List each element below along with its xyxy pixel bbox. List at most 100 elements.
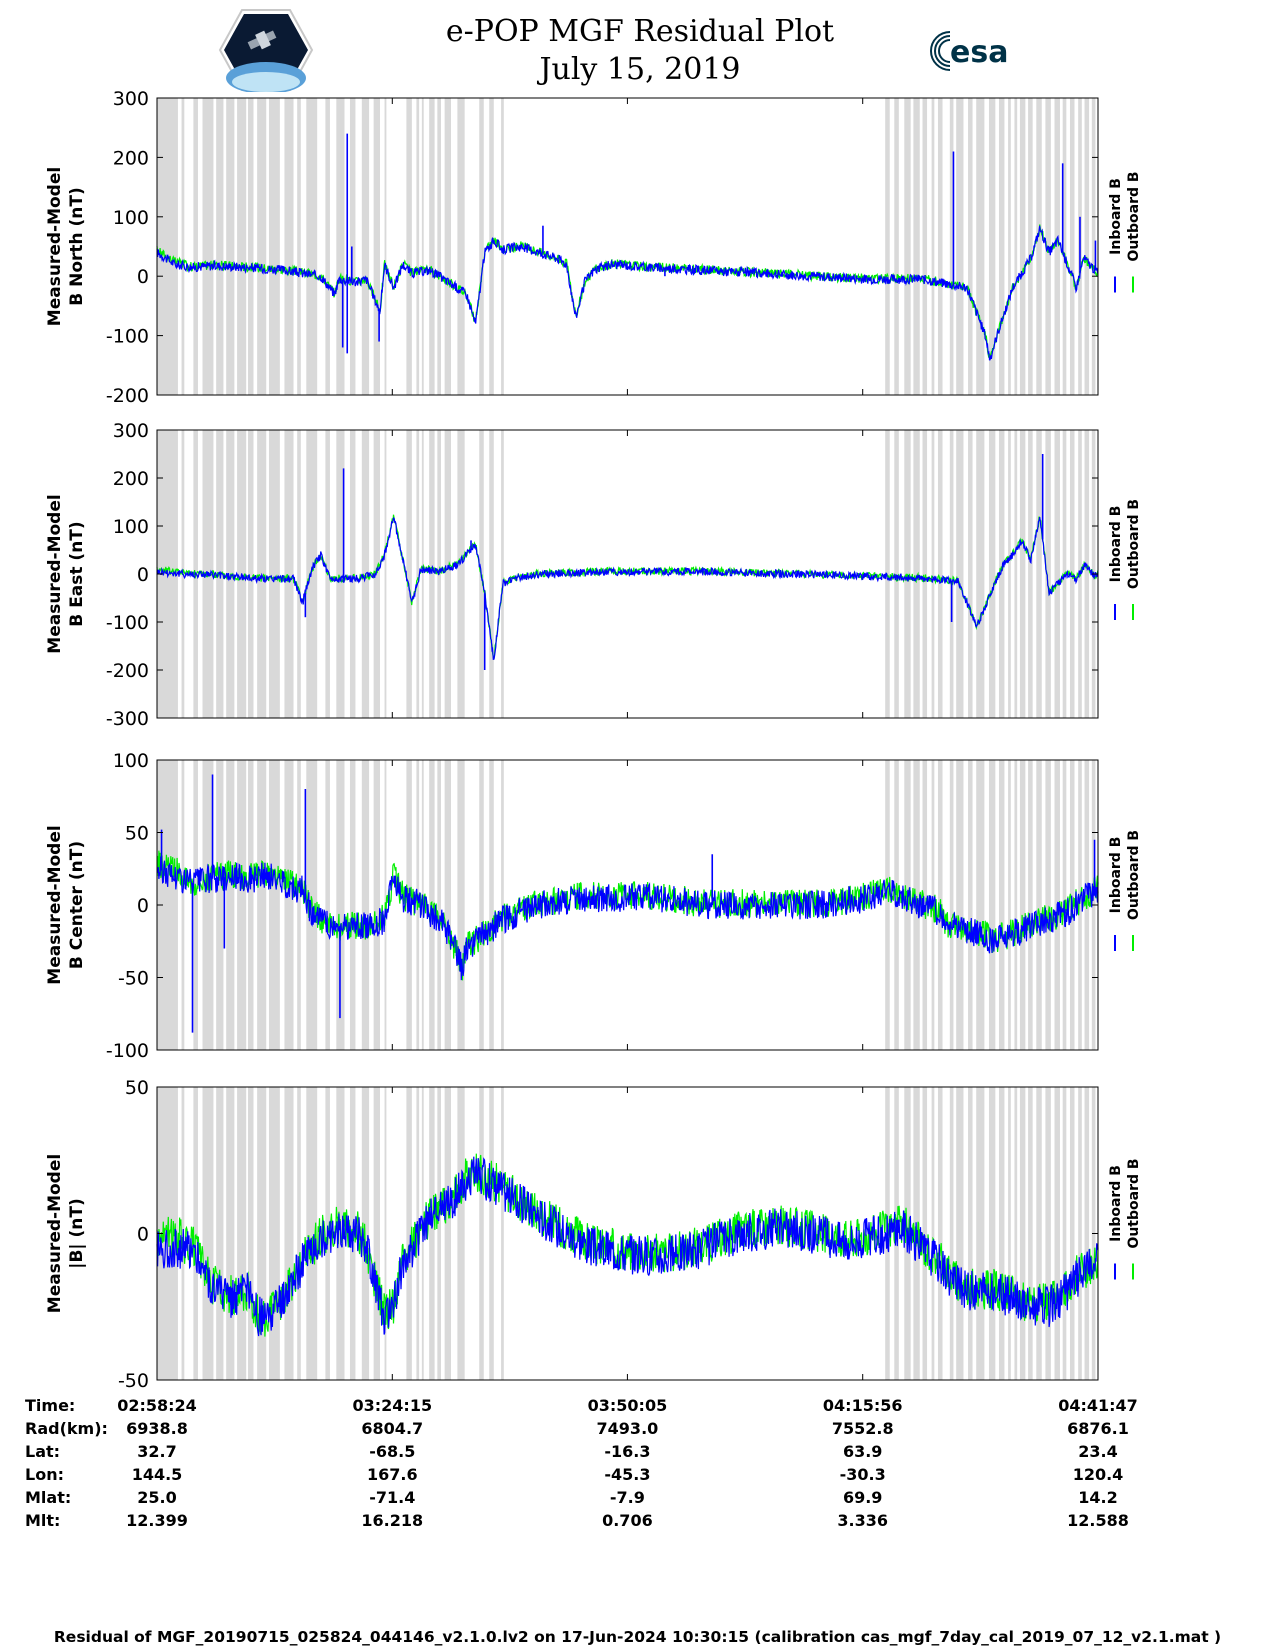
gap-band bbox=[1014, 760, 1018, 1050]
gap-band bbox=[1036, 98, 1042, 395]
gap-band bbox=[937, 430, 943, 718]
panel-1: 300 200 100 0 -100 -200 Measured-Model B North … bbox=[45, 88, 1142, 407]
gap-band bbox=[1084, 1087, 1090, 1380]
gap-band bbox=[416, 98, 420, 395]
gap-band bbox=[956, 760, 964, 1050]
gap-band bbox=[248, 760, 254, 1050]
gap-band bbox=[1054, 430, 1060, 718]
gap-band bbox=[457, 760, 465, 1050]
y-tick-label: 100 bbox=[113, 750, 149, 772]
table-cell: -68.5 bbox=[369, 1442, 416, 1461]
gap-band bbox=[181, 760, 185, 1050]
gap-band bbox=[306, 430, 318, 718]
cassiope-logo bbox=[218, 9, 314, 92]
gap-band bbox=[1019, 760, 1026, 1050]
gap-band bbox=[949, 430, 954, 718]
gap-band bbox=[1045, 1087, 1051, 1380]
series-outboard-b bbox=[156, 514, 1099, 660]
gap-band bbox=[922, 430, 928, 718]
legend-label-inboard: Inboard B bbox=[1108, 837, 1124, 914]
gap-band bbox=[226, 760, 235, 1050]
y-tick-label: -100 bbox=[106, 1040, 149, 1062]
gap-band bbox=[998, 98, 1005, 395]
y-axis-label: Measured-Model B East (nT) bbox=[45, 494, 87, 653]
gap-band bbox=[1036, 1087, 1042, 1380]
gap-band bbox=[1014, 430, 1018, 718]
gap-band bbox=[1084, 98, 1090, 395]
table-cell: 03:50:05 bbox=[587, 1396, 668, 1415]
gap-band bbox=[998, 1087, 1005, 1380]
gap-band bbox=[421, 430, 424, 718]
gap-band bbox=[268, 1087, 280, 1380]
y-axis-label-line2: B East (nT) bbox=[67, 521, 87, 626]
series-inboard-b bbox=[156, 1156, 1099, 1337]
gap-band bbox=[1008, 760, 1011, 1050]
gap-band bbox=[237, 1087, 247, 1380]
gap-band bbox=[1062, 1087, 1067, 1380]
y-tick-label: -300 bbox=[106, 708, 149, 730]
gap-band bbox=[193, 1087, 198, 1380]
table-cell: 6876.1 bbox=[1067, 1419, 1129, 1438]
table-cell: 0.706 bbox=[602, 1511, 653, 1530]
gap-band bbox=[444, 98, 452, 395]
gap-band bbox=[384, 430, 387, 718]
gap-band bbox=[1069, 1087, 1075, 1380]
table-cell: 16.218 bbox=[361, 1511, 424, 1530]
gap-band bbox=[444, 1087, 452, 1380]
gap-band bbox=[988, 98, 996, 395]
footer-caption: Residual of MGF_20190715_025824_044146_v… bbox=[53, 1628, 1222, 1646]
gap-band bbox=[894, 430, 899, 718]
gap-band bbox=[976, 98, 985, 395]
y-tick-label: 300 bbox=[113, 420, 149, 442]
y-tick-label: 0 bbox=[137, 1224, 149, 1246]
table-row-label: Lat: bbox=[25, 1442, 61, 1461]
y-tick-label: -100 bbox=[106, 326, 149, 348]
gap-band bbox=[325, 760, 330, 1050]
gap-band bbox=[284, 760, 294, 1050]
y-tick-label: 300 bbox=[113, 88, 149, 110]
gap-band bbox=[894, 98, 899, 395]
gap-band bbox=[885, 430, 890, 718]
gap-band bbox=[956, 430, 964, 718]
gap-band bbox=[968, 1087, 973, 1380]
gap-band bbox=[226, 1087, 235, 1380]
gap-band bbox=[1014, 1087, 1018, 1380]
gap-band bbox=[1014, 98, 1018, 395]
gap-band bbox=[226, 98, 235, 395]
y-tick-label: 200 bbox=[113, 468, 149, 490]
series-inboard-b bbox=[156, 856, 1099, 981]
table-row-label: Rad(km): bbox=[25, 1419, 108, 1438]
gap-band bbox=[956, 1087, 964, 1380]
gap-band bbox=[257, 760, 267, 1050]
y-axis-label-line1: Measured-Model bbox=[45, 494, 65, 653]
gap-band bbox=[998, 760, 1005, 1050]
table-row-label: Mlat: bbox=[25, 1488, 72, 1507]
gap-band bbox=[373, 430, 381, 718]
gap-band bbox=[373, 1087, 381, 1380]
gap-band bbox=[297, 98, 301, 395]
esa-logo: esa bbox=[930, 31, 1008, 71]
legend-label-outboard: Outboard B bbox=[1126, 499, 1142, 589]
table-cell: -45.3 bbox=[604, 1465, 651, 1484]
gap-band bbox=[1028, 1087, 1033, 1380]
table-row-label: Lon: bbox=[25, 1465, 64, 1484]
table-row-label: Time: bbox=[25, 1396, 76, 1415]
gap-band bbox=[885, 760, 890, 1050]
gap-band bbox=[479, 1087, 484, 1380]
legend-label-outboard: Outboard B bbox=[1126, 830, 1142, 920]
table-cell: 120.4 bbox=[1072, 1465, 1124, 1484]
table-cell: 04:41:47 bbox=[1058, 1396, 1138, 1415]
panel-3: 100 50 0 -50 -100 Measured-Model B Center (nT)… bbox=[45, 750, 1142, 1062]
table-cell: 7493.0 bbox=[596, 1419, 659, 1438]
legend-label-inboard: Inboard B bbox=[1108, 178, 1124, 255]
gap-band bbox=[297, 760, 301, 1050]
y-tick-label: 0 bbox=[137, 564, 149, 586]
gap-band bbox=[1062, 98, 1067, 395]
gap-band bbox=[1019, 430, 1026, 718]
gap-band bbox=[444, 760, 452, 1050]
gap-band bbox=[237, 98, 247, 395]
gap-band bbox=[1069, 98, 1075, 395]
gap-band bbox=[457, 98, 465, 395]
gap-band bbox=[1084, 430, 1090, 718]
panel-2: 300 200 100 0 -100 -200 -300 Measured-Model B Ea… bbox=[45, 420, 1142, 730]
